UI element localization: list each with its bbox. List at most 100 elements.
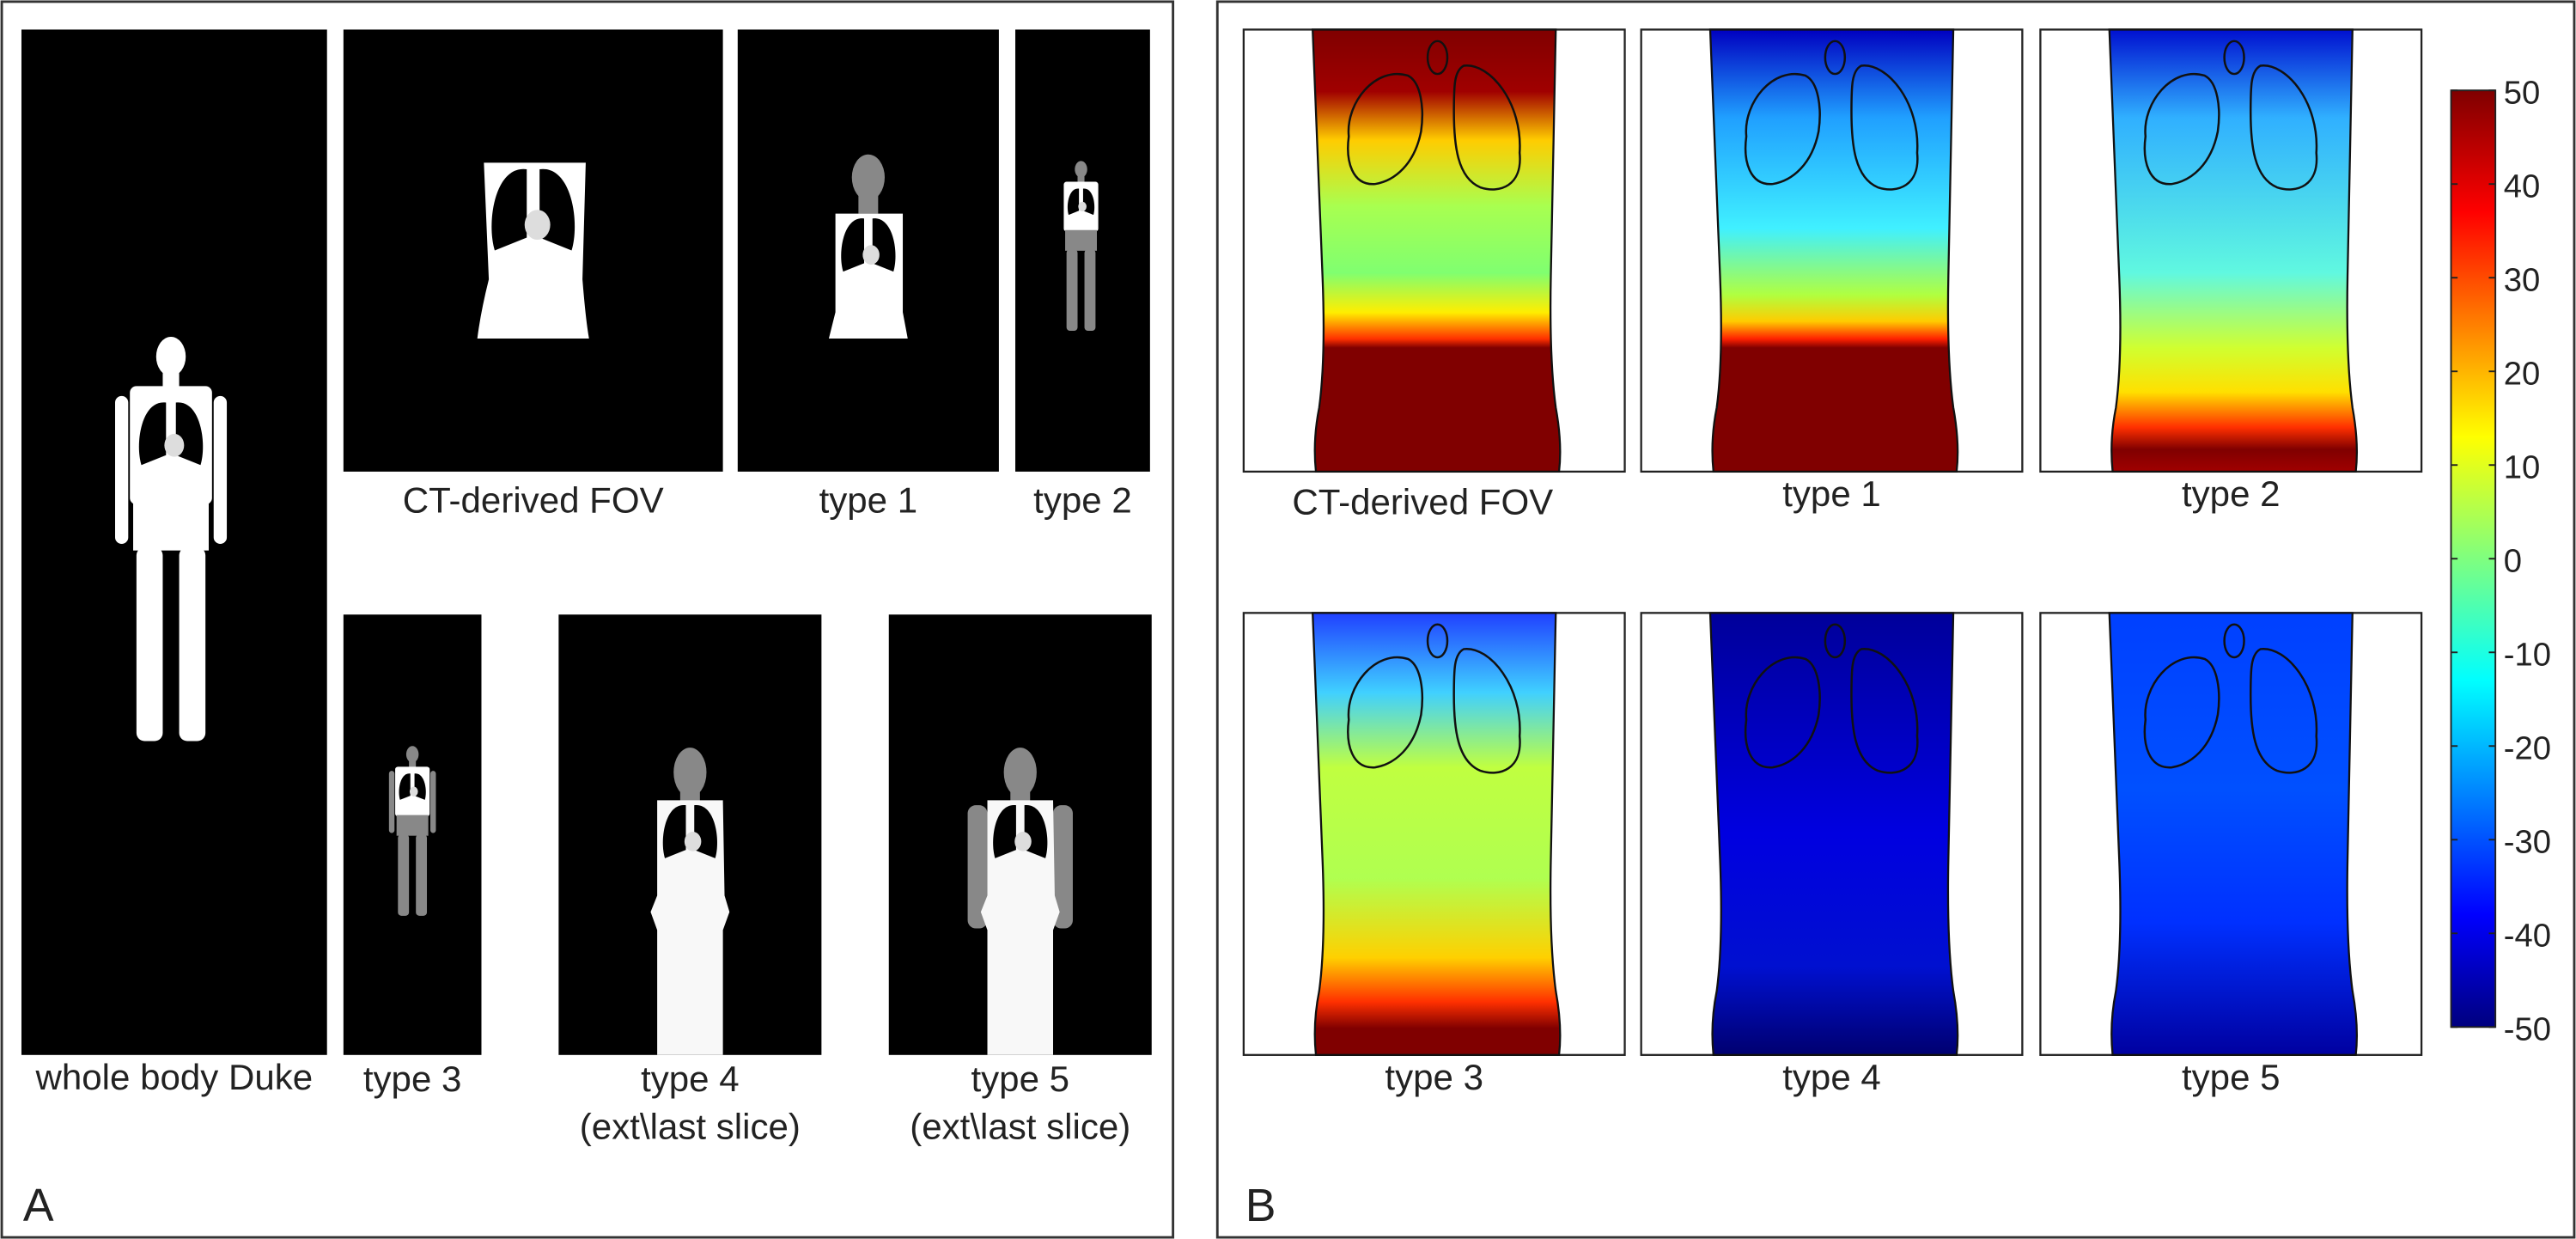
lung: [399, 773, 411, 800]
panel-label: A: [23, 1181, 54, 1231]
panel-b-frame: [1215, 0, 2576, 1239]
arm: [1053, 805, 1073, 929]
colorbar: [2450, 89, 2497, 1028]
heart: [1014, 831, 1032, 851]
phantom-image: [343, 29, 723, 472]
arm: [114, 395, 129, 545]
lung-contour: [1452, 64, 1521, 191]
heart: [164, 433, 185, 457]
fov-torso: [828, 213, 908, 339]
trachea-contour: [2223, 40, 2245, 76]
neck: [858, 193, 879, 214]
head: [851, 154, 885, 201]
lung: [993, 804, 1016, 858]
body-outline: [1311, 28, 1562, 473]
phantom-image: [888, 614, 1152, 1055]
lung-contour: [1347, 72, 1424, 186]
colorbar-tick-label: -20: [2504, 730, 2551, 767]
arm: [213, 395, 228, 545]
lung: [491, 168, 527, 251]
leg: [398, 834, 410, 916]
phantom-image: [1015, 29, 1150, 472]
heart: [1078, 201, 1087, 212]
pelvis: [1065, 229, 1098, 251]
arm: [388, 771, 395, 833]
field-map: [2039, 612, 2423, 1056]
colorbar-tick-label: -40: [2504, 918, 2551, 955]
colorbar-tick-label: 20: [2504, 356, 2541, 393]
image-caption: type 5: [971, 1059, 1069, 1099]
lung: [841, 218, 864, 272]
lung: [138, 402, 167, 466]
panel-a-frame: [0, 0, 1175, 1239]
heart: [684, 831, 702, 851]
heart: [862, 245, 880, 266]
fov-torso: [477, 162, 589, 339]
image-caption: type 4: [641, 1059, 740, 1099]
colorbar-tick-label: -30: [2504, 824, 2551, 861]
pelvis: [396, 815, 429, 836]
panel-label: B: [1245, 1181, 1276, 1231]
map-caption: type 2: [2182, 473, 2281, 514]
map-caption: type 3: [1385, 1057, 1483, 1097]
arm: [722, 805, 743, 929]
head: [1075, 161, 1087, 178]
lung-contour: [1452, 648, 1521, 774]
body-outline: [2108, 612, 2359, 1056]
trachea-contour: [2223, 623, 2245, 659]
colorbar-tick-label: 50: [2504, 74, 2541, 111]
body-outline: [1708, 612, 1959, 1056]
body-outline: [1311, 612, 1562, 1056]
fov-torso: [980, 800, 1060, 1055]
head: [673, 748, 707, 797]
body-outline: [2108, 28, 2359, 473]
image-caption: type 2: [1033, 480, 1132, 521]
map-caption: type 1: [1782, 473, 1881, 514]
arm: [1057, 186, 1063, 248]
image-caption: (ext\last slice): [910, 1106, 1130, 1146]
lung-contour: [1850, 648, 1919, 774]
arm: [637, 805, 658, 929]
field-map: [1640, 612, 2024, 1056]
phantom-image: [737, 29, 999, 472]
lung-contour: [2249, 648, 2318, 774]
phantom-image: [21, 29, 327, 1055]
lung-contour: [2143, 72, 2220, 186]
leg: [179, 546, 206, 742]
arm: [1099, 186, 1105, 248]
trachea-contour: [1426, 40, 1449, 76]
image-caption: type 3: [363, 1059, 462, 1099]
lung-contour: [1850, 64, 1919, 191]
head: [155, 337, 186, 376]
colorbar-tick-label: 40: [2504, 168, 2541, 204]
body-outline: [1708, 28, 1959, 473]
leg: [1066, 249, 1078, 332]
head: [405, 746, 419, 763]
head: [1003, 748, 1037, 797]
neck: [409, 760, 417, 768]
arm: [430, 771, 436, 833]
lung: [1067, 188, 1080, 216]
colorbar-tick-label: 30: [2504, 262, 2541, 299]
colorbar-tick-label: 0: [2504, 543, 2522, 580]
map-caption: type 4: [1782, 1057, 1881, 1097]
image-caption: type 1: [819, 480, 918, 521]
field-map: [1242, 612, 1626, 1056]
phantom-image: [558, 614, 822, 1055]
image-caption: CT-derived FOV: [403, 480, 664, 521]
image-caption: whole body Duke: [35, 1057, 314, 1097]
colorbar-tick-label: -50: [2504, 1011, 2551, 1048]
map-caption: type 5: [2182, 1057, 2281, 1097]
heart: [524, 210, 551, 241]
pelvis: [133, 501, 210, 551]
lung-contour: [2143, 656, 2220, 769]
leg: [1084, 249, 1096, 332]
lung-contour: [1744, 656, 1821, 769]
trachea-contour: [1426, 623, 1449, 659]
lung: [662, 804, 686, 858]
map-caption: CT-derived FOV: [1292, 482, 1553, 522]
lung-contour: [1744, 72, 1821, 186]
arm: [967, 805, 988, 929]
lung-contour: [1347, 656, 1424, 769]
